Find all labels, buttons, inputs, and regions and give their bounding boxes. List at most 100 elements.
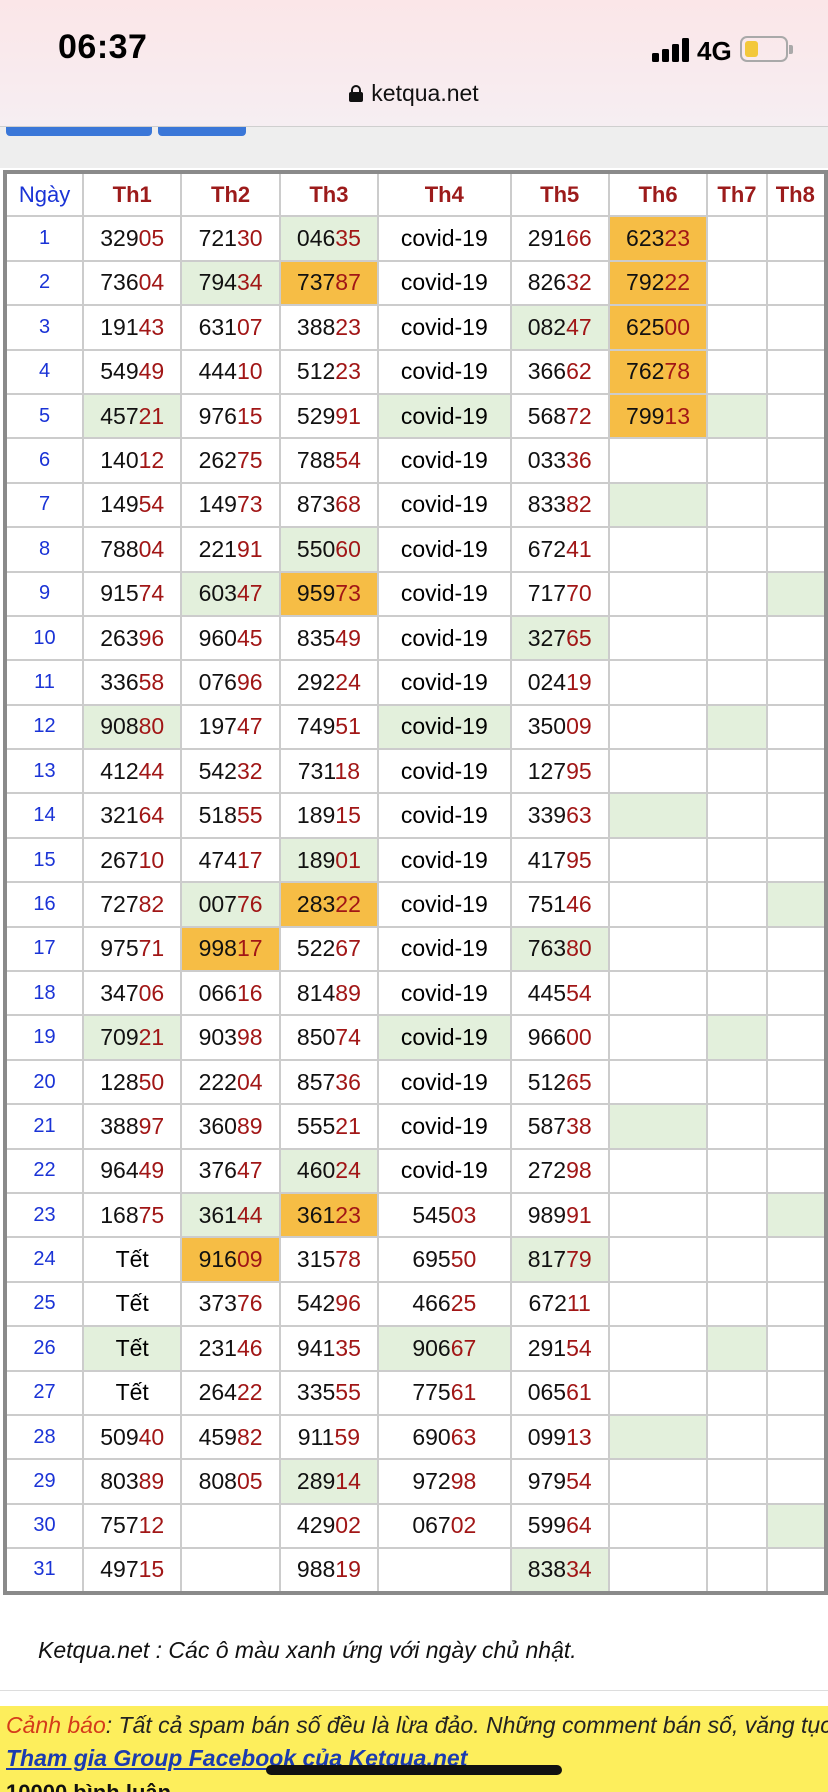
result-cell [607, 703, 709, 751]
result-cell [607, 881, 709, 928]
result-cell: 55060 [278, 526, 380, 573]
table-row: 20 12850 22204 85736 covid-19 51265 [3, 1058, 828, 1106]
day-number[interactable]: 6 [3, 437, 85, 484]
result-cell: 22191 [180, 526, 281, 573]
day-number[interactable]: 11 [3, 659, 85, 706]
day-number[interactable]: 15 [3, 836, 85, 884]
result-cell [765, 1236, 828, 1283]
toolbar-button[interactable] [6, 127, 152, 136]
result-cell: 42902 [278, 1502, 380, 1550]
result-cell [765, 570, 828, 617]
result-cell: covid-19 [377, 748, 512, 795]
result-cell [706, 304, 768, 351]
day-number[interactable]: 30 [3, 1502, 85, 1550]
result-cell: 02419 [509, 659, 610, 706]
day-number[interactable]: 23 [3, 1191, 85, 1239]
result-cell [706, 703, 768, 751]
address-bar[interactable]: ketqua.net [0, 80, 828, 107]
result-cell: covid-19 [377, 970, 512, 1017]
day-number[interactable]: 22 [3, 1147, 85, 1194]
result-cell: 23146 [180, 1325, 281, 1372]
result-cell [377, 1547, 512, 1594]
result-cell: 74951 [278, 703, 380, 751]
day-number[interactable]: 14 [3, 792, 85, 839]
table-row: 9 91574 60347 95973 covid-19 71770 [3, 570, 828, 617]
day-number[interactable]: 1 [3, 215, 85, 262]
table-row: 6 14012 26275 78854 covid-19 03336 [3, 437, 828, 484]
day-number[interactable]: 12 [3, 703, 85, 751]
table-row: 28 50940 45982 91159 69063 09913 [3, 1413, 828, 1461]
result-cell [765, 481, 828, 529]
result-cell: 99817 [180, 925, 281, 973]
day-number[interactable]: 13 [3, 748, 85, 795]
column-header: Th1 [82, 170, 183, 218]
result-cell: 06616 [180, 970, 281, 1017]
day-number[interactable]: 9 [3, 570, 85, 617]
day-number[interactable]: 17 [3, 925, 85, 973]
home-indicator[interactable] [266, 1765, 562, 1775]
table-header-row: Ngày Th1 Th2 Th3 Th4 Th5 Th6 Th7 Th8 [3, 170, 828, 218]
result-cell: covid-19 [377, 1103, 512, 1150]
day-number[interactable]: 7 [3, 481, 85, 529]
result-cell: 31578 [278, 1236, 380, 1283]
table-row: 23 16875 36144 36123 54503 98991 [3, 1191, 828, 1239]
day-number[interactable]: 31 [3, 1547, 85, 1594]
day-number[interactable]: 4 [3, 348, 85, 395]
day-number[interactable]: 19 [3, 1014, 85, 1061]
day-number[interactable]: 18 [3, 970, 85, 1017]
result-cell [765, 304, 828, 351]
result-cell: 72782 [82, 881, 183, 928]
result-cell: 97571 [82, 925, 183, 973]
result-cell: covid-19 [377, 437, 512, 484]
day-number[interactable]: 16 [3, 881, 85, 928]
table-row: 27 Tết 26422 33555 77561 06561 [3, 1369, 828, 1416]
battery-icon [740, 36, 793, 62]
result-cell [765, 836, 828, 884]
result-cell: 71770 [509, 570, 610, 617]
result-cell: 90398 [180, 1014, 281, 1061]
result-cell: 52991 [278, 392, 380, 440]
result-cell: 82632 [509, 259, 610, 307]
result-cell: 67211 [509, 1280, 610, 1328]
result-cell: 83549 [278, 614, 380, 662]
result-cell [607, 1413, 709, 1461]
day-number[interactable]: 21 [3, 1103, 85, 1150]
result-cell [765, 614, 828, 662]
day-number[interactable]: 8 [3, 526, 85, 573]
day-number[interactable]: 20 [3, 1058, 85, 1106]
column-header: Th4 [377, 170, 512, 218]
table-row: 16 72782 00776 28322 covid-19 75146 [3, 881, 828, 928]
day-number[interactable]: 28 [3, 1413, 85, 1461]
result-cell [765, 881, 828, 928]
table-row: 11 33658 07696 29224 covid-19 02419 [3, 659, 828, 706]
day-number[interactable]: 3 [3, 304, 85, 351]
day-number[interactable]: 2 [3, 259, 85, 307]
result-cell [706, 1458, 768, 1505]
day-number[interactable]: 10 [3, 614, 85, 662]
result-cell [765, 215, 828, 262]
day-number[interactable]: 24 [3, 1236, 85, 1283]
day-number[interactable]: 29 [3, 1458, 85, 1505]
result-cell [765, 925, 828, 973]
result-cell: 28914 [278, 1458, 380, 1505]
result-cell [180, 1547, 281, 1594]
day-number[interactable]: 25 [3, 1280, 85, 1328]
result-cell: 95973 [278, 570, 380, 617]
column-header: Th8 [765, 170, 828, 218]
table-row: 19 70921 90398 85074 covid-19 96600 [3, 1014, 828, 1061]
result-cell: 51223 [278, 348, 380, 395]
result-cell: 44410 [180, 348, 281, 395]
column-header: Th7 [706, 170, 768, 218]
toolbar-button[interactable] [158, 127, 246, 136]
day-number[interactable]: 27 [3, 1369, 85, 1416]
result-cell: 28322 [278, 881, 380, 928]
table-row: 29 80389 80805 28914 97298 97954 [3, 1458, 828, 1505]
results-table: Ngày Th1 Th2 Th3 Th4 Th5 Th6 Th7 Th8 1 32… [3, 170, 828, 1595]
result-cell: 62500 [607, 304, 709, 351]
result-cell [706, 1014, 768, 1061]
day-number[interactable]: 5 [3, 392, 85, 440]
result-cell: 67241 [509, 526, 610, 573]
result-cell [607, 1236, 709, 1283]
day-number[interactable]: 26 [3, 1325, 85, 1372]
result-cell: 77561 [377, 1369, 512, 1416]
